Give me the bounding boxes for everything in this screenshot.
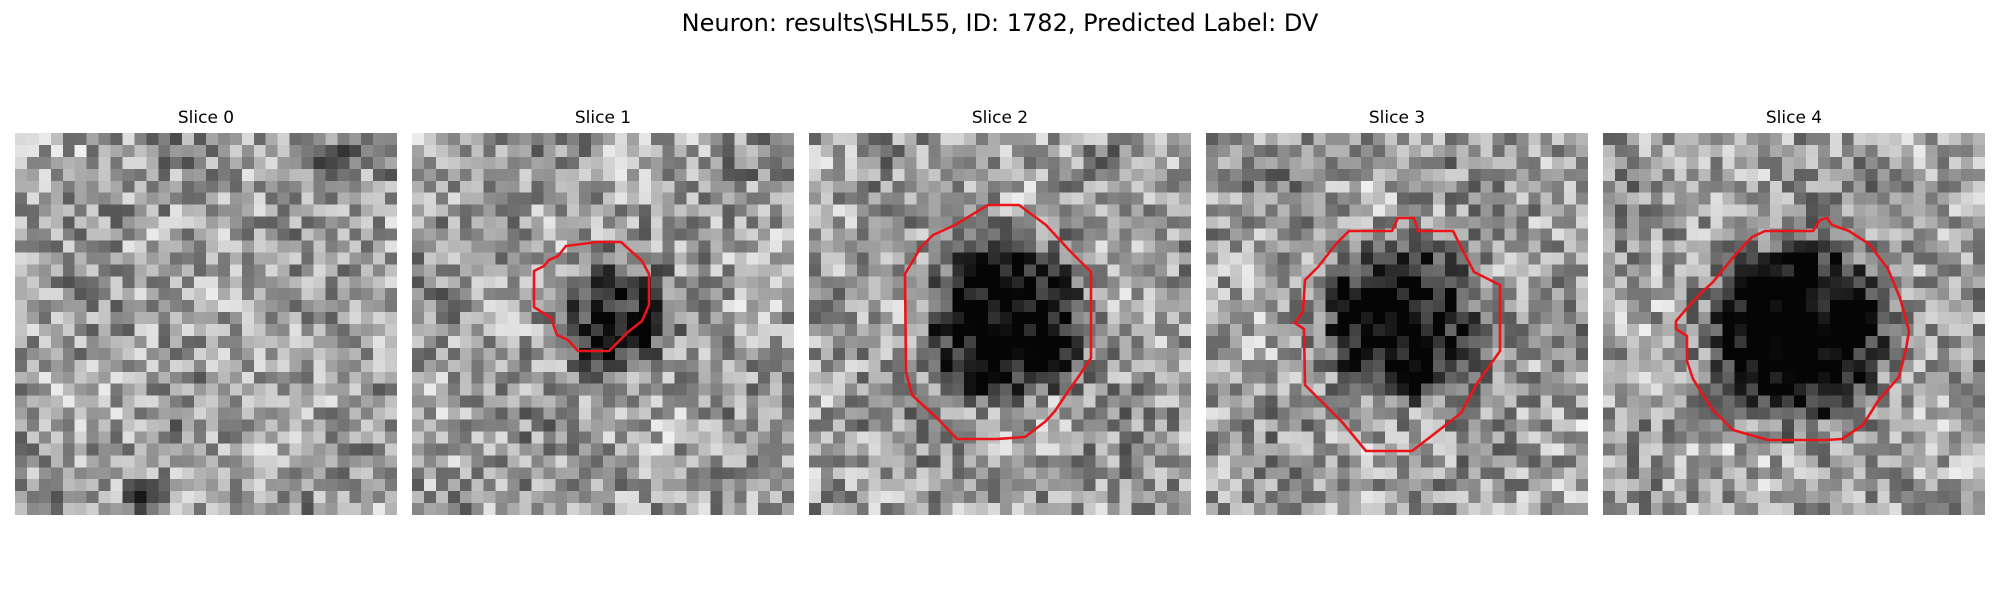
segmentation-contour-overlay — [1674, 216, 1911, 442]
segmentation-contour — [1293, 216, 1502, 453]
slice-title: Slice 3 — [1368, 108, 1426, 128]
slice-panel-0: Slice 0 — [15, 107, 397, 515]
slice-image-pixels — [15, 133, 397, 515]
slice-image-0 — [15, 133, 397, 515]
segmentation-contour-overlay — [903, 203, 1093, 441]
segmentation-contour — [1674, 216, 1911, 442]
slice-image-pixels — [1603, 133, 1985, 515]
slice-image-1 — [412, 133, 794, 515]
slice-title: Slice 0 — [177, 108, 235, 128]
slice-panel-3: Slice 3 — [1206, 107, 1588, 515]
slice-image-pixels — [412, 133, 794, 515]
segmentation-contour-overlay — [1293, 216, 1502, 453]
slice-panel-1: Slice 1 — [412, 107, 794, 515]
slice-title: Slice 1 — [574, 108, 632, 128]
segmentation-contour-overlay — [532, 240, 651, 353]
slice-title: Slice 2 — [971, 108, 1029, 128]
slice-image-2 — [809, 133, 1191, 515]
segmentation-contour — [532, 240, 651, 353]
slice-panel-4: Slice 4 — [1603, 107, 1985, 515]
figure-title: Neuron: results\SHL55, ID: 1782, Predict… — [681, 9, 1319, 37]
slice-image-4 — [1603, 133, 1985, 515]
slice-image-3 — [1206, 133, 1588, 515]
slice-image-pixels — [809, 133, 1191, 515]
slice-title: Slice 4 — [1765, 108, 1823, 128]
segmentation-contour — [903, 203, 1093, 441]
slice-panel-2: Slice 2 — [809, 107, 1191, 515]
